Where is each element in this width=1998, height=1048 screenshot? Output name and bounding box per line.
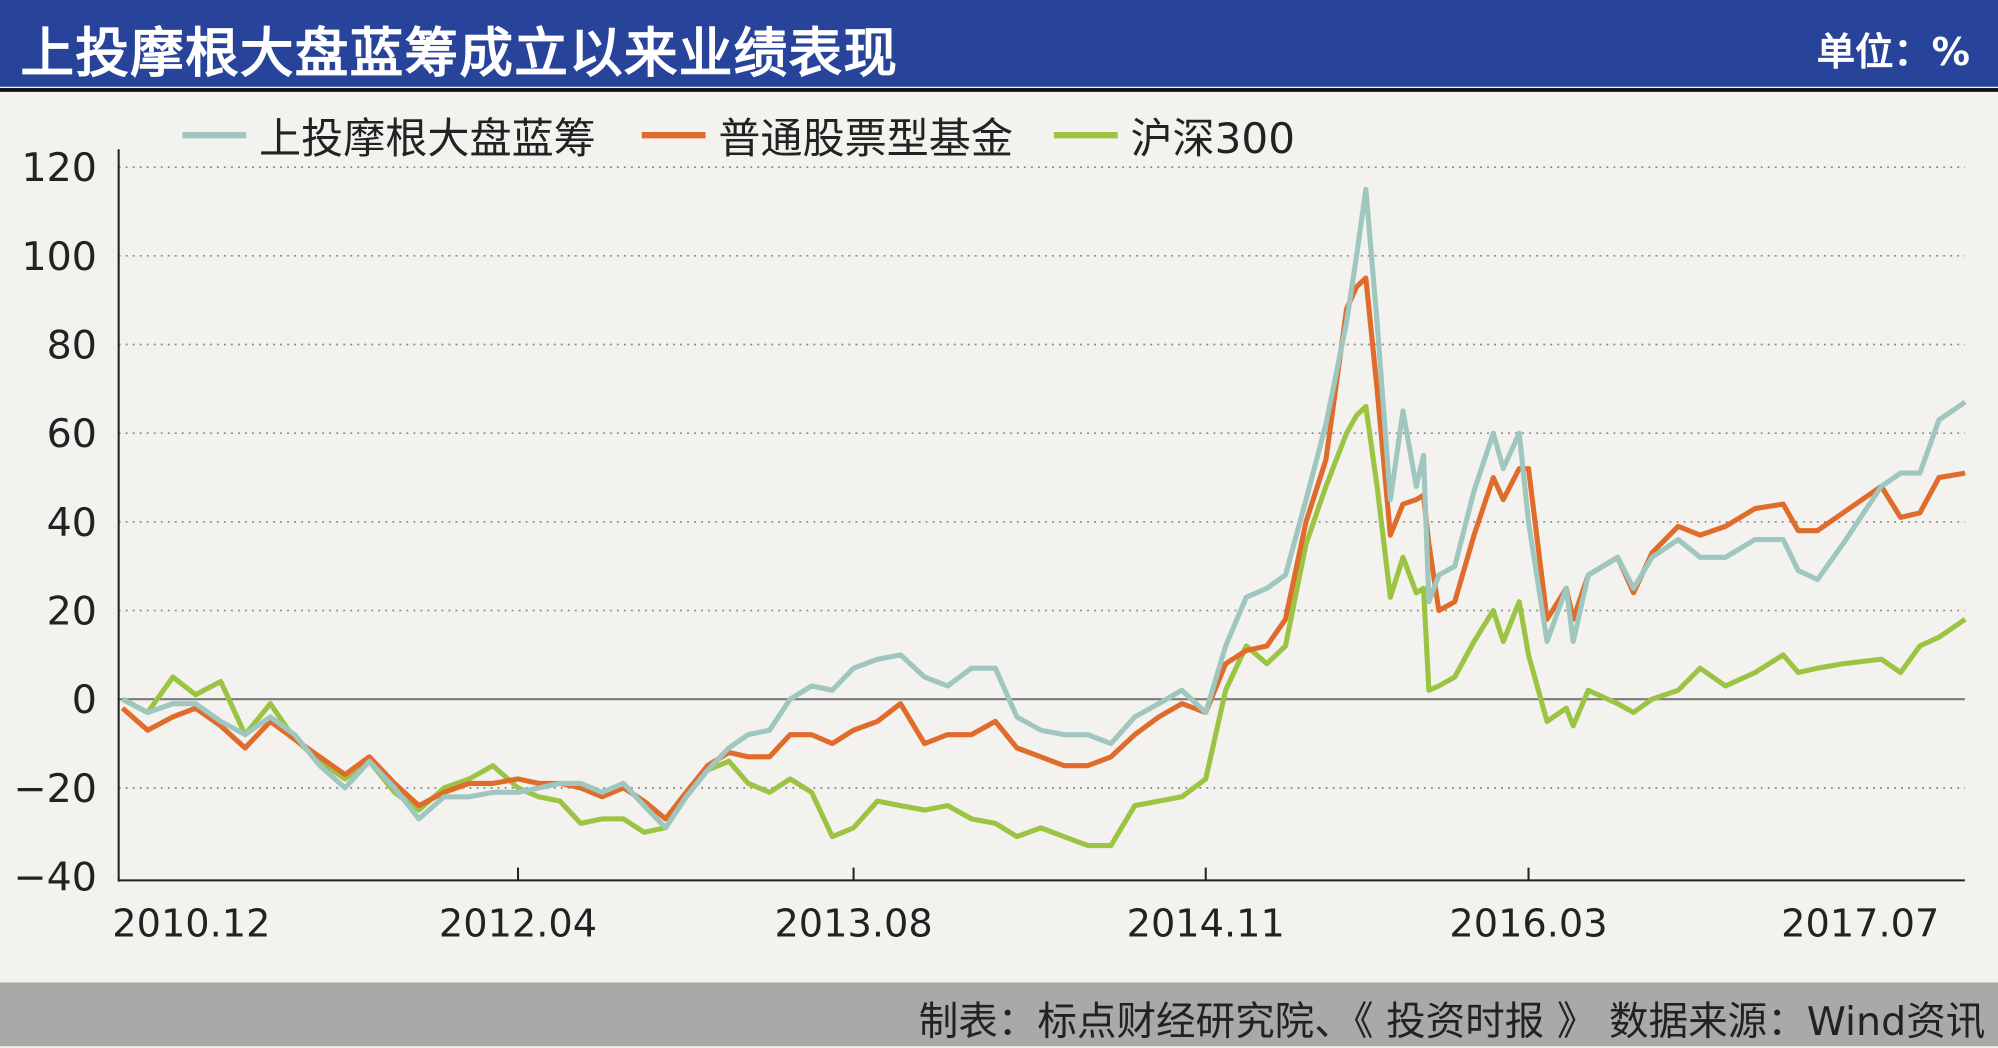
legend-label: 沪深300 <box>1130 114 1295 163</box>
y-tick-label: 0 <box>72 677 97 723</box>
y-tick-label: 80 <box>47 323 97 369</box>
source-note: 制表：标点财经研究院、《 投资时报 》 数据来源：Wind资讯 <box>918 999 1986 1045</box>
header-divider <box>0 88 1998 92</box>
title-bar: 上投摩根大盘蓝筹成立以来业绩表现 单位：% <box>0 0 1998 87</box>
series-line-2 <box>121 403 1967 849</box>
legend-label: 普通股票型基金 <box>718 114 1013 163</box>
y-tick-label: −20 <box>13 766 96 812</box>
x-tick-label: 2012.04 <box>439 902 597 947</box>
footer-bar: 制表：标点财经研究院、《 投资时报 》 数据来源：Wind资讯 <box>0 982 1998 1047</box>
y-tick-label: 120 <box>21 145 96 191</box>
unit-label: 单位：% <box>1816 30 1970 76</box>
series-line-0 <box>121 186 1967 831</box>
x-tick-label: 2010.12 <box>112 902 270 947</box>
x-tick-label: 2014.11 <box>1127 902 1285 947</box>
x-tick-label: 2016.03 <box>1449 902 1607 947</box>
y-tick-label: 40 <box>47 500 97 546</box>
y-tick-label: −40 <box>13 855 96 901</box>
legend-label: 上投摩根大盘蓝筹 <box>259 114 596 163</box>
x-tick-label: 2017.07 <box>1781 902 1939 947</box>
chart-title: 上投摩根大盘蓝筹成立以来业绩表现 <box>20 21 899 85</box>
y-tick-label: 100 <box>21 234 96 280</box>
y-tick-label: 60 <box>47 411 97 457</box>
y-tick-label: 20 <box>47 589 97 635</box>
x-tick-label: 2013.08 <box>774 902 932 947</box>
